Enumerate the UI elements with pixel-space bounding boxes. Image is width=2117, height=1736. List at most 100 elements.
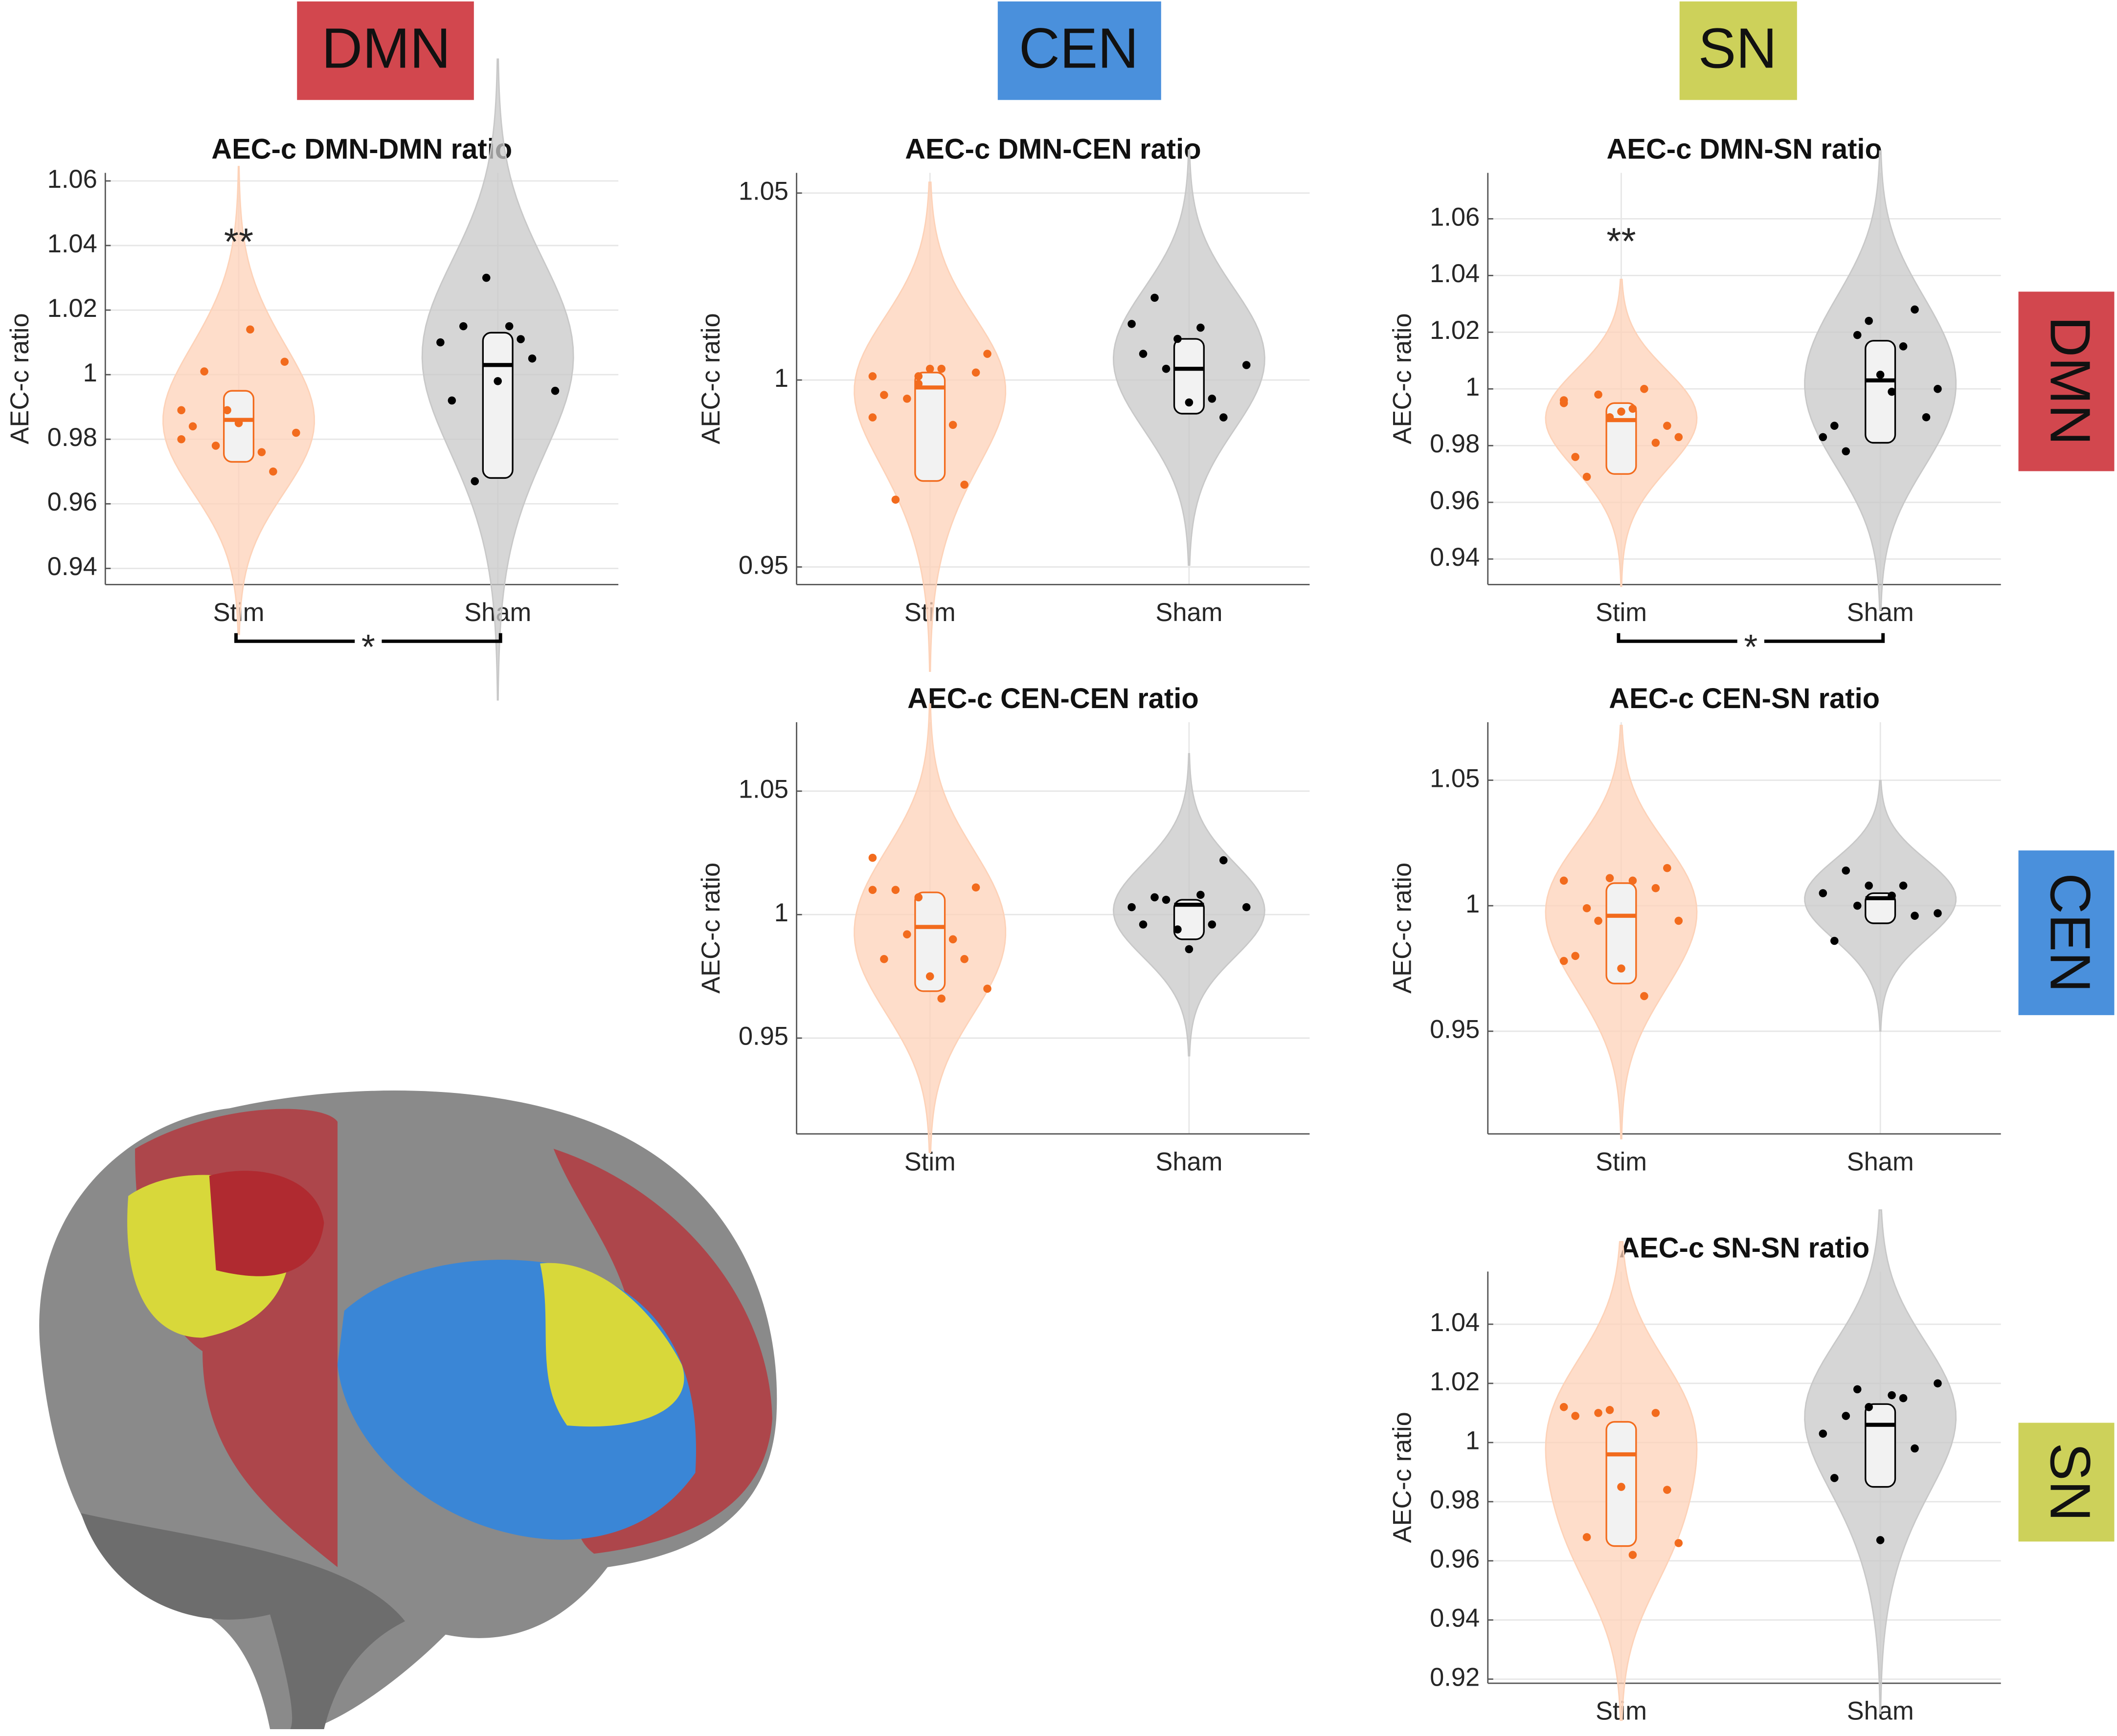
data-point	[1819, 889, 1827, 897]
x-tick-label: Sham	[1155, 1148, 1222, 1176]
data-point	[1582, 1533, 1591, 1541]
dmn-region	[209, 1171, 324, 1276]
data-point	[223, 406, 231, 415]
data-point	[505, 322, 514, 331]
data-point	[1594, 916, 1602, 925]
data-point	[1127, 903, 1136, 912]
y-tick-label: 1.02	[1430, 316, 1480, 345]
data-point	[1242, 361, 1251, 369]
data-point	[1185, 945, 1194, 954]
data-point	[868, 886, 877, 894]
data-point	[1571, 952, 1579, 960]
data-point	[1640, 385, 1648, 393]
data-point	[1934, 909, 1942, 917]
y-tick-label: 1.04	[47, 230, 97, 258]
data-point	[1663, 422, 1671, 430]
data-point	[1819, 1429, 1827, 1438]
data-point	[937, 994, 946, 1003]
data-point	[880, 391, 888, 399]
data-point	[1899, 1394, 1908, 1402]
data-point	[200, 367, 208, 376]
y-axis-label: AEC-c ratio	[1388, 863, 1417, 994]
data-point	[1865, 316, 1873, 325]
data-point	[925, 972, 934, 980]
data-point	[960, 480, 968, 489]
y-tick-label: 0.95	[739, 1023, 788, 1051]
data-point	[1674, 433, 1683, 442]
y-tick-label: 1.02	[47, 294, 97, 323]
y-tick-label: 1	[774, 899, 788, 927]
data-point	[1663, 864, 1671, 872]
y-axis-label: AEC-c ratio	[1388, 313, 1417, 444]
y-axis-label: AEC-c ratio	[697, 313, 725, 444]
data-point	[280, 357, 289, 366]
data-point	[1196, 890, 1205, 899]
data-point	[436, 338, 445, 347]
box	[482, 332, 514, 479]
data-point	[1150, 893, 1159, 902]
data-point	[188, 422, 197, 431]
data-point	[528, 354, 537, 363]
y-tick-label: 1	[83, 359, 97, 387]
data-point	[257, 448, 266, 456]
chart-title: AEC-c DMN-DMN ratio	[211, 134, 512, 165]
data-point	[1594, 1409, 1602, 1417]
data-point	[1605, 413, 1614, 422]
y-tick-label: 1.06	[1430, 203, 1480, 231]
data-point	[1922, 413, 1931, 422]
box	[914, 891, 946, 992]
data-point	[948, 421, 957, 429]
data-point	[1888, 387, 1896, 396]
box	[1865, 892, 1896, 924]
data-point	[1242, 903, 1251, 912]
y-tick-label: 1.05	[739, 178, 788, 206]
data-point	[903, 930, 911, 938]
chart-title: AEC-c CEN-SN ratio	[1609, 683, 1880, 714]
data-point	[971, 368, 980, 377]
data-point	[914, 893, 923, 902]
data-point	[1842, 1412, 1850, 1420]
data-point	[1911, 1444, 1919, 1453]
y-tick-label: 1	[1465, 1427, 1480, 1455]
data-point	[914, 372, 923, 380]
y-tick-label: 0.94	[1430, 1604, 1480, 1633]
data-point	[1196, 323, 1205, 332]
y-axis-label: AEC-c ratio	[6, 313, 34, 444]
data-point	[1219, 413, 1228, 422]
data-point	[1842, 447, 1850, 456]
data-point	[1674, 916, 1683, 925]
data-point	[482, 273, 491, 282]
data-point	[1853, 1385, 1862, 1394]
data-point	[459, 322, 468, 331]
data-point	[1150, 293, 1159, 302]
data-point	[1559, 399, 1568, 407]
data-point	[211, 442, 220, 450]
data-point	[971, 883, 980, 892]
y-tick-label: 1	[1465, 373, 1480, 401]
data-point	[1934, 1379, 1942, 1388]
data-point	[1605, 874, 1614, 882]
data-point	[1651, 884, 1660, 892]
column-header-box	[997, 1, 1161, 100]
data-point	[1842, 866, 1850, 875]
data-point	[1173, 925, 1182, 934]
data-point	[1605, 1406, 1614, 1414]
bracket-label-bg	[355, 627, 382, 655]
data-point	[471, 477, 479, 486]
row-header: CEN	[2038, 873, 2102, 993]
data-point	[517, 335, 525, 343]
violin-chart: 0.95 1 1.05 Stim Sham AEC-c CEN-SN ratio AEC-c…	[1388, 683, 2001, 1176]
y-tick-label: 0.92	[1430, 1664, 1480, 1692]
data-point	[1888, 891, 1896, 900]
x-tick-label: Stim	[1596, 599, 1647, 627]
significance-annotation: **	[1606, 220, 1636, 262]
data-point	[903, 395, 911, 403]
chart-title: AEC-c SN-SN ratio	[1619, 1232, 1869, 1264]
data-point	[1219, 856, 1228, 865]
x-tick-label: Sham	[1155, 599, 1222, 627]
chart-title: AEC-c DMN-SN ratio	[1606, 134, 1882, 165]
y-tick-label: 0.98	[47, 423, 97, 452]
y-tick-label: 0.96	[47, 488, 97, 516]
